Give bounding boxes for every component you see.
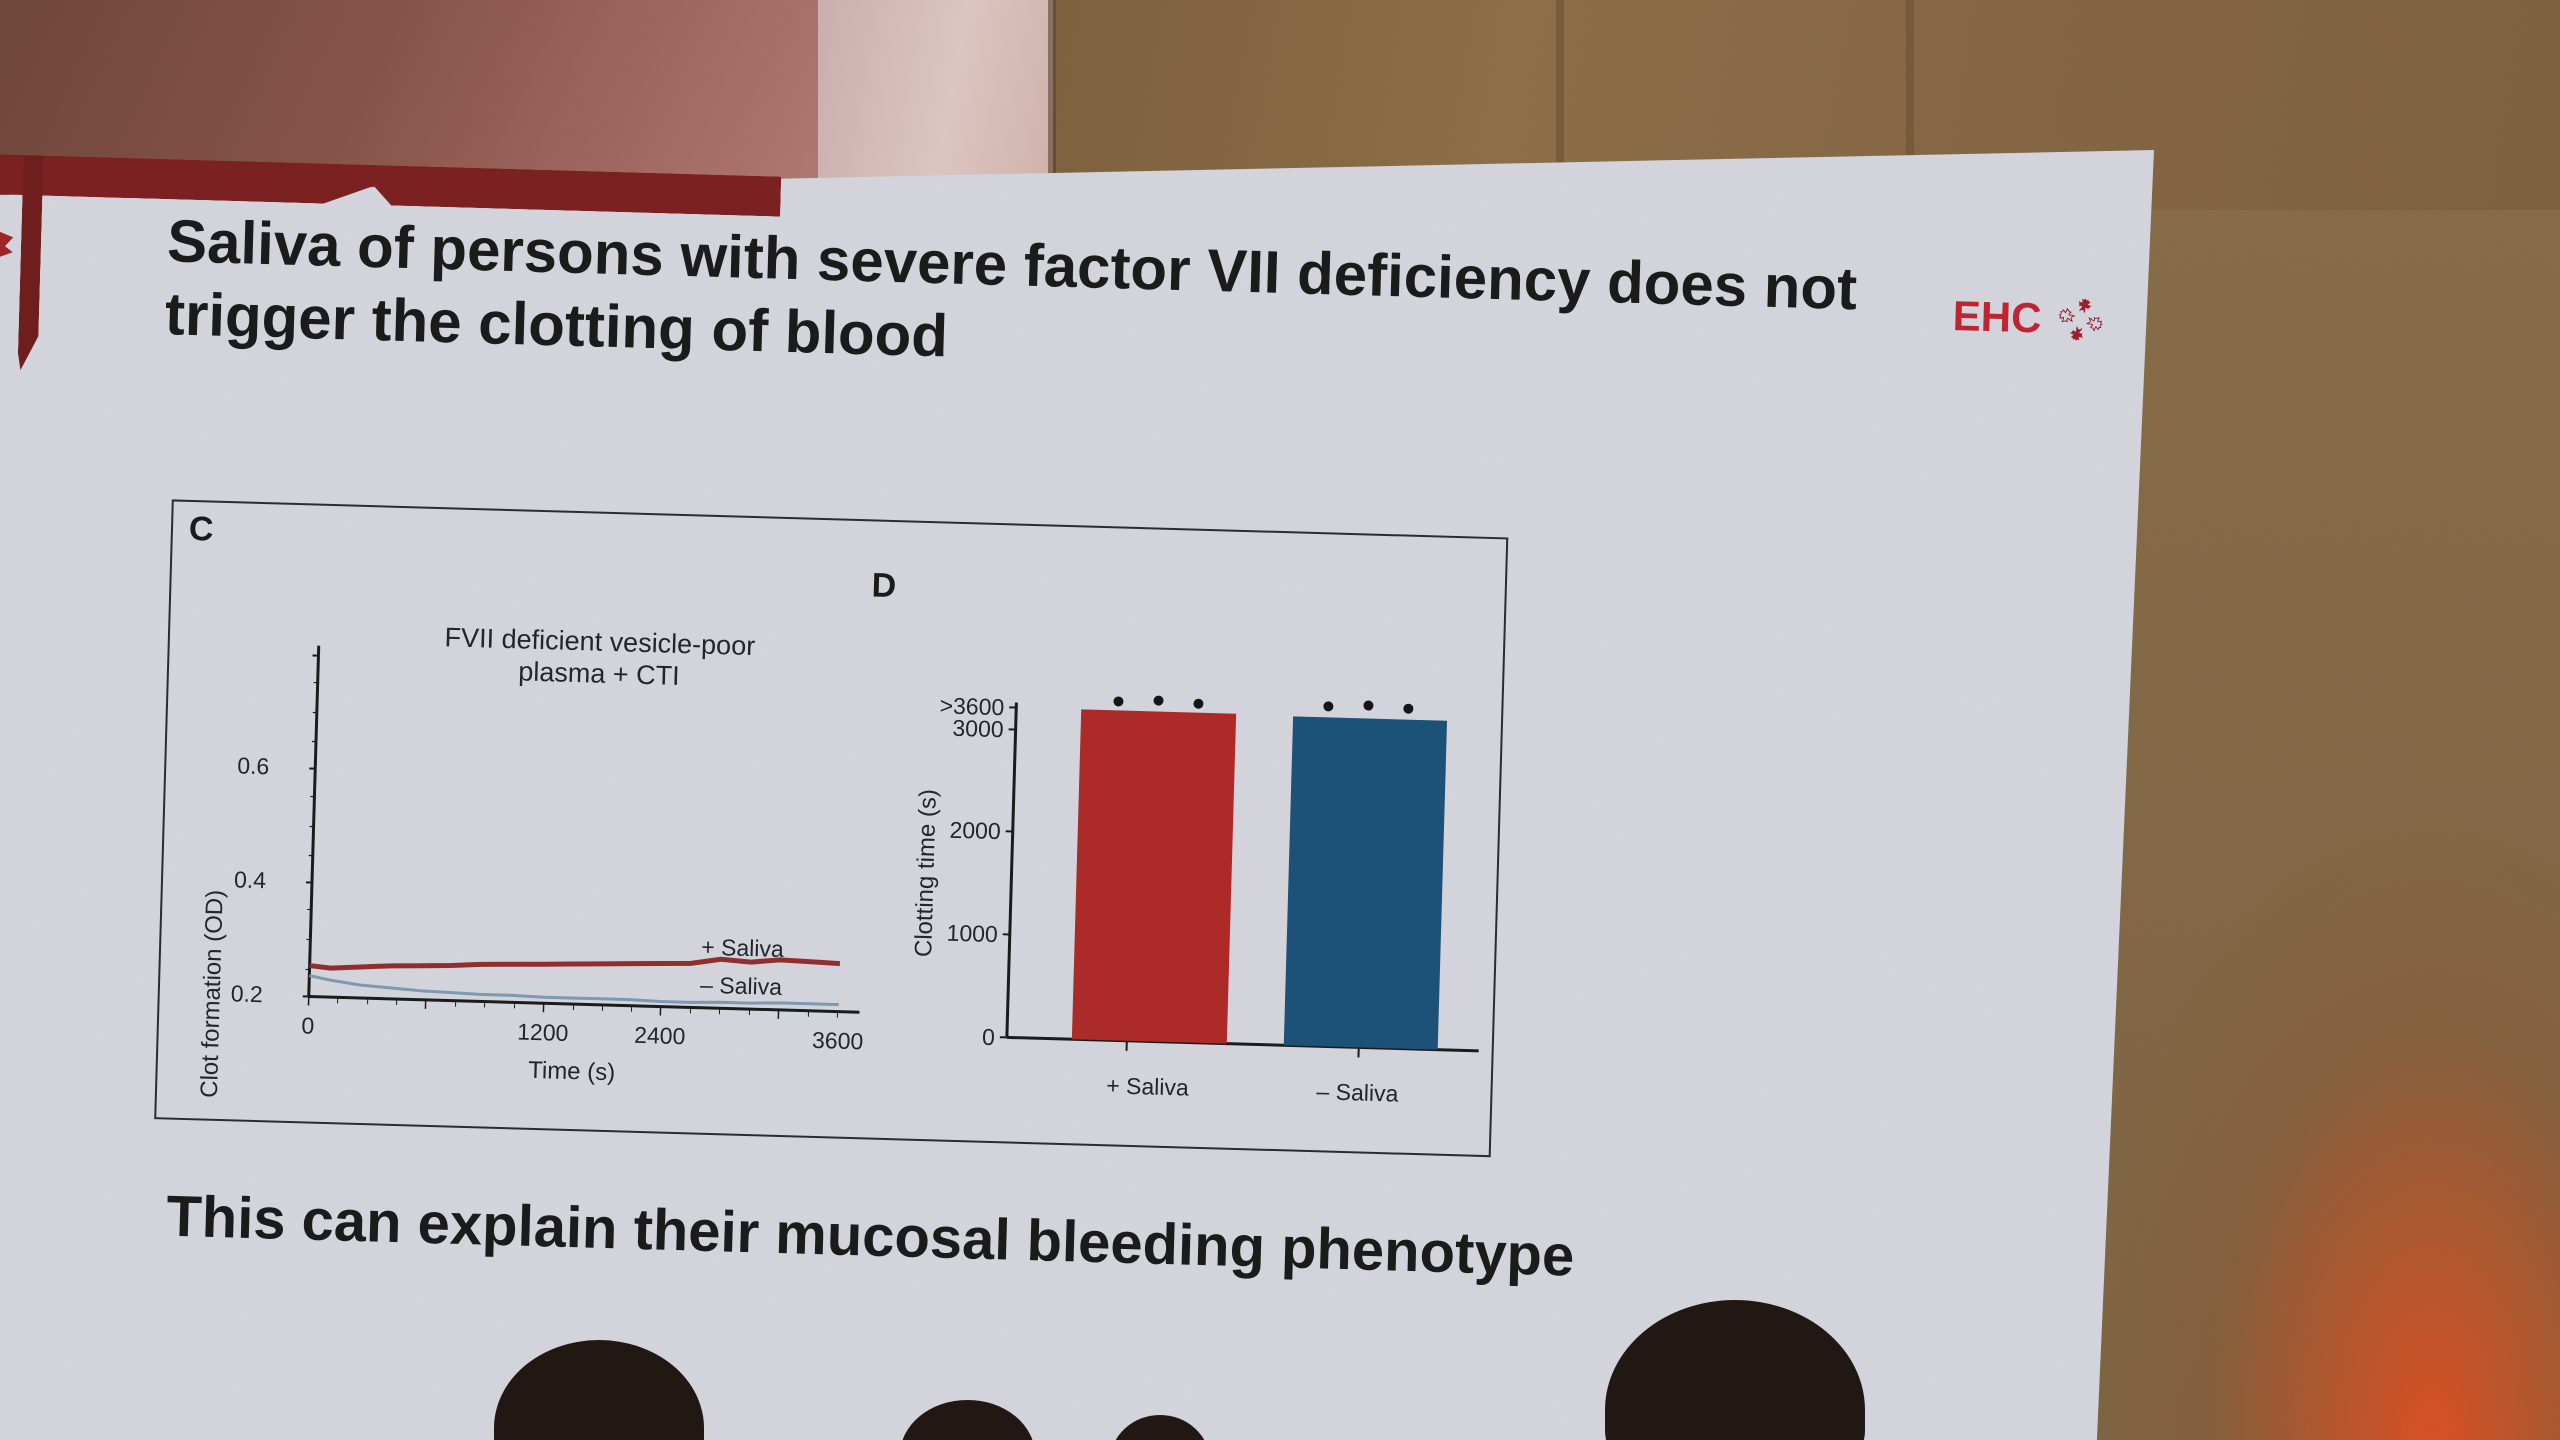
svg-text:0.6: 0.6 (237, 752, 270, 779)
svg-text:2000: 2000 (949, 817, 1001, 844)
svg-text:0: 0 (301, 1012, 315, 1038)
svg-text:+ Saliva: + Saliva (701, 934, 784, 962)
svg-text:plasma + CTI: plasma + CTI (518, 656, 680, 691)
svg-text:– Saliva: – Saliva (700, 972, 783, 1000)
svg-text:3600: 3600 (812, 1027, 864, 1054)
svg-text:>3600: >3600 (939, 692, 1004, 720)
svg-text:1000: 1000 (946, 920, 998, 947)
svg-text:+ Saliva: + Saliva (1106, 1072, 1189, 1100)
svg-text:FVII deficient vesicle-poor: FVII deficient vesicle-poor (444, 622, 755, 661)
svg-text:2400: 2400 (634, 1022, 686, 1049)
svg-text:Clotting time (s): Clotting time (s) (910, 789, 942, 958)
svg-text:Clot formation (OD): Clot formation (OD) (196, 889, 229, 1098)
svg-text:Time (s): Time (s) (528, 1057, 616, 1086)
svg-text:0.4: 0.4 (234, 866, 267, 893)
svg-text:0: 0 (982, 1024, 996, 1050)
svg-text:1200: 1200 (517, 1018, 569, 1045)
svg-text:0.2: 0.2 (230, 980, 263, 1007)
svg-text:– Saliva: – Saliva (1316, 1078, 1399, 1106)
